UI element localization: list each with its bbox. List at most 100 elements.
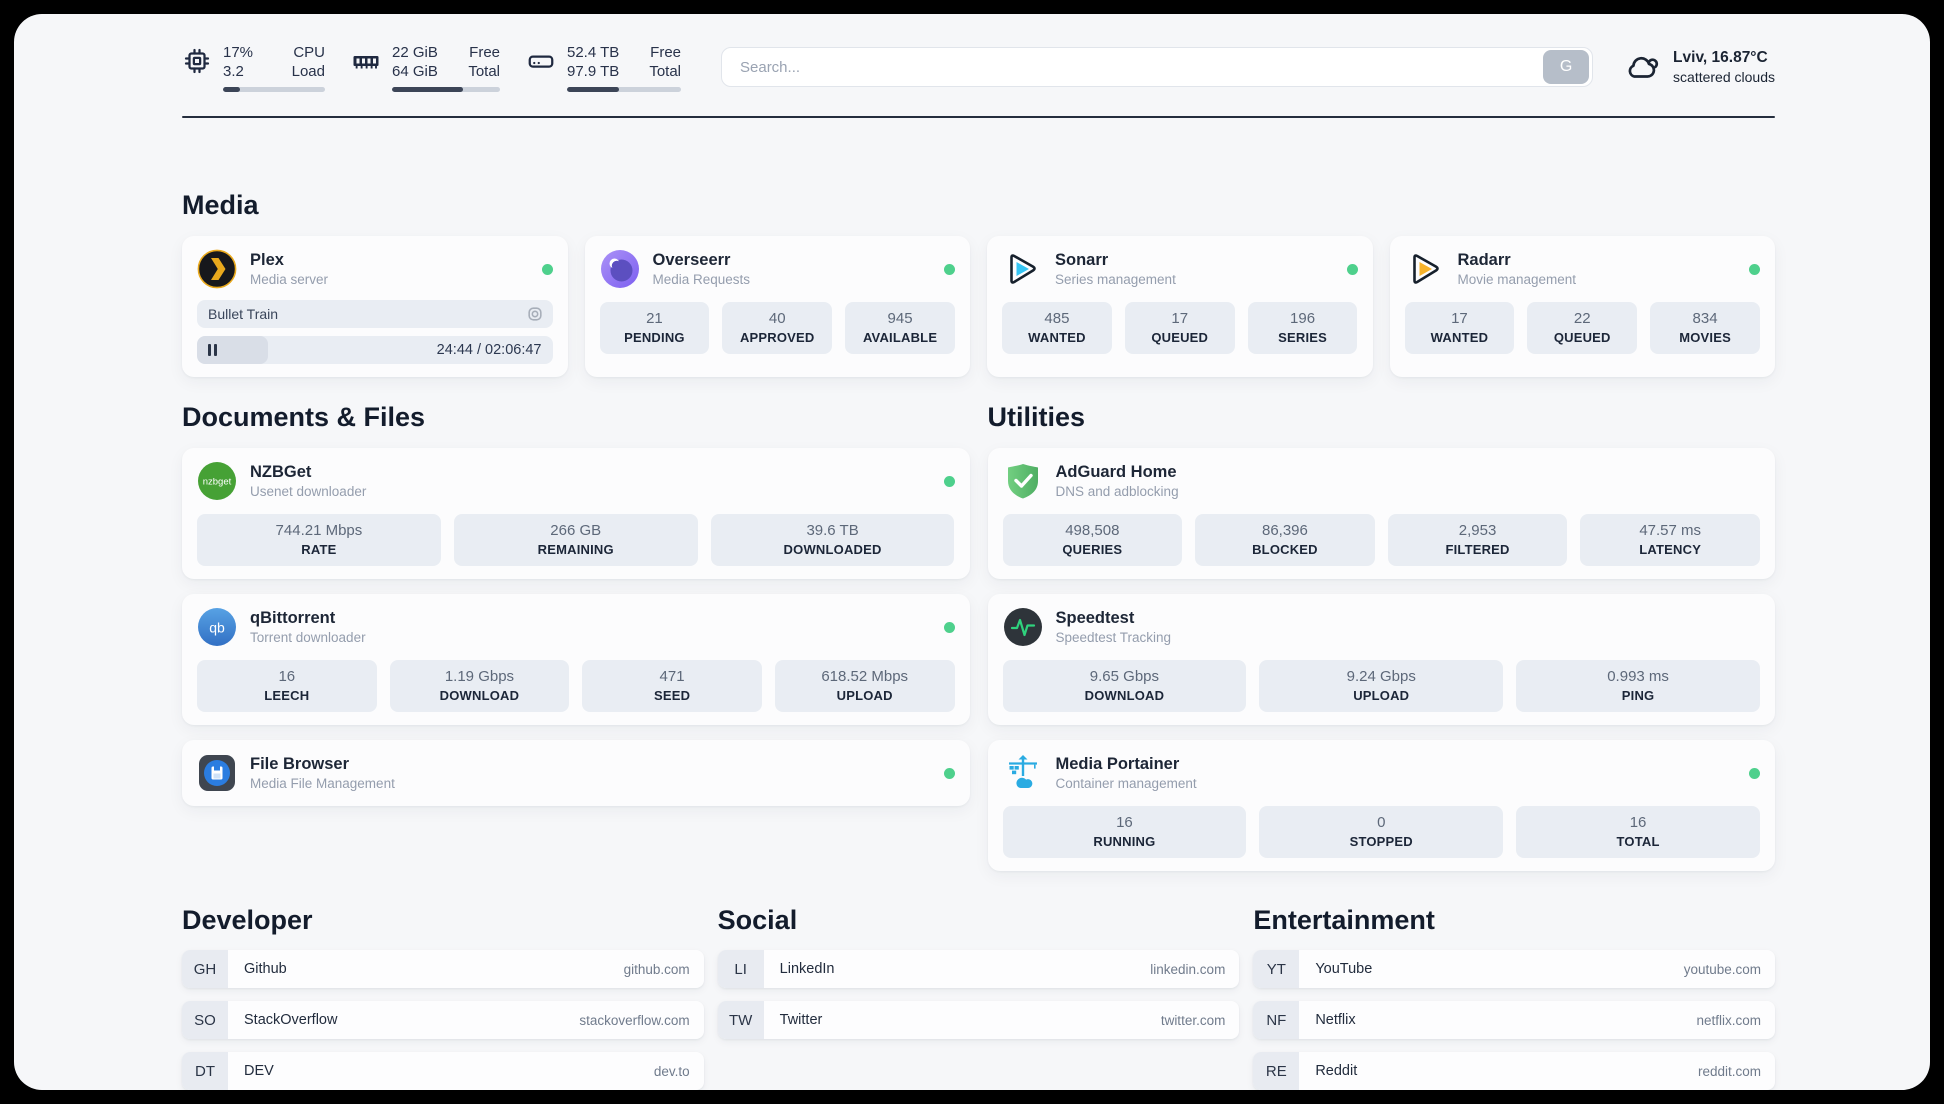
bookmark-url: reddit.com xyxy=(1697,1063,1761,1079)
app-tile-speedtest[interactable]: Speedtest Speedtest Tracking xyxy=(1003,607,1761,647)
stat-box: 0 STOPPED xyxy=(1259,806,1504,858)
stat-box: 618.52 Mbps UPLOAD xyxy=(774,660,955,712)
dashboard-page: 17% 3.2 CPU Load xyxy=(14,14,1930,1090)
playback-progress: 24:44 / 02:06:47 xyxy=(197,336,553,364)
app-name: Overseerr xyxy=(652,250,731,269)
app-tile-nzbget[interactable]: nzbget NZBGet Usenet downloader xyxy=(197,461,955,501)
app-subtitle: Media File Management xyxy=(250,776,395,792)
app-tile-radarr[interactable]: Radarr Movie management xyxy=(1405,249,1760,289)
card-qbittorrent: qb qBittorrent Torrent downloader 16 LEEC… xyxy=(182,594,970,725)
weather-widget: Lviv, 16.87°C scattered clouds xyxy=(1623,48,1775,86)
search-input[interactable] xyxy=(738,57,1544,77)
card-nzbget: nzbget NZBGet Usenet downloader 744.21 M… xyxy=(182,448,970,579)
app-name: Media Portainer xyxy=(1055,754,1180,773)
bookmark-linkedin[interactable]: LI LinkedIn linkedin.com xyxy=(717,950,1240,988)
weather-condition: scattered clouds xyxy=(1673,69,1775,85)
app-name: AdGuard Home xyxy=(1055,462,1177,481)
bookmark-url: netflix.com xyxy=(1696,1012,1761,1028)
search-engine-button[interactable]: G xyxy=(1543,50,1590,84)
cloud-icon xyxy=(1628,56,1659,78)
qbittorrent-icon: qb xyxy=(198,608,236,646)
section-entertainment: Entertainment YT YouTube youtube.com NF … xyxy=(1253,905,1775,1090)
bookmark-badge: DT xyxy=(182,1052,228,1090)
bookmark-badge: GH xyxy=(182,950,228,988)
app-tile-qbittorrent[interactable]: qb qBittorrent Torrent downloader xyxy=(197,607,955,647)
stat-box: 16 LEECH xyxy=(197,660,377,712)
stat-box: 47.57 ms LATENCY xyxy=(1580,514,1760,566)
bookmark-name: Netflix xyxy=(1315,1012,1356,1028)
bookmark-twitter[interactable]: TW Twitter twitter.com xyxy=(717,1001,1240,1039)
speedtest-icon xyxy=(1003,608,1042,646)
stat-box: 17 WANTED xyxy=(1404,302,1515,354)
app-subtitle: Movie management xyxy=(1457,272,1577,288)
pause-icon xyxy=(208,336,217,364)
portainer-icon xyxy=(1008,755,1037,788)
memory-free-label: Free xyxy=(469,43,500,61)
app-tile-plex[interactable]: Plex Media server xyxy=(197,249,553,289)
status-dot xyxy=(1346,263,1358,275)
stat-box: 9.24 Gbps UPLOAD xyxy=(1259,660,1504,712)
bookmark-name: Reddit xyxy=(1315,1063,1358,1079)
app-tile-adguard[interactable]: AdGuard Home DNS and adblocking xyxy=(1003,461,1761,501)
bookmark-netflix[interactable]: NF Netflix netflix.com xyxy=(1253,1001,1775,1039)
bookmark-url: youtube.com xyxy=(1683,961,1761,977)
app-tile-overseerr[interactable]: Overseerr Media Requests xyxy=(600,249,955,289)
bookmark-badge: TW xyxy=(717,1001,764,1039)
section-title-social: Social xyxy=(717,905,798,935)
bookmark-badge: YT xyxy=(1253,950,1300,988)
bookmark-github[interactable]: GH Github github.com xyxy=(182,950,704,988)
stat-box: 471 SEED xyxy=(582,660,762,712)
app-tile-sonarr[interactable]: Sonarr Series management xyxy=(1002,249,1358,289)
app-tile-filebrowser[interactable]: File Browser Media File Management xyxy=(197,753,955,793)
app-subtitle: DNS and adblocking xyxy=(1055,484,1179,500)
section-title-media: Media xyxy=(182,190,259,220)
app-subtitle: Speedtest Tracking xyxy=(1055,630,1172,646)
app-tile-portainer[interactable]: Media Portainer Container management xyxy=(1003,753,1760,793)
status-dot xyxy=(1749,263,1760,275)
bookmark-name: Twitter xyxy=(779,1012,823,1028)
bookmark-url: stackoverflow.com xyxy=(579,1012,690,1028)
app-subtitle: Torrent downloader xyxy=(250,630,366,646)
stat-box: 21 PENDING xyxy=(599,302,710,354)
status-dot xyxy=(943,475,955,487)
cpu-load-value: 3.2 xyxy=(223,63,244,80)
search-bar: G xyxy=(721,47,1594,87)
bookmark-reddit[interactable]: RE Reddit reddit.com xyxy=(1253,1052,1775,1090)
bookmark-name: Github xyxy=(244,961,287,977)
app-name: Speedtest xyxy=(1055,608,1135,627)
stat-box: 1.19 Gbps DOWNLOAD xyxy=(389,660,570,712)
memory-total-value: 64 GiB xyxy=(392,63,438,80)
card-speedtest: Speedtest Speedtest Tracking 9.65 Gbps DO… xyxy=(987,594,1775,725)
memory-widget: 22 GiB 64 GiB Free Total xyxy=(351,43,500,92)
bookmark-dev[interactable]: DT DEV dev.to xyxy=(182,1052,704,1090)
stat-box: 485 WANTED xyxy=(1002,302,1112,354)
header-divider xyxy=(182,116,1775,118)
sonarr-icon xyxy=(1010,254,1036,284)
adguard-icon xyxy=(1007,464,1038,499)
svg-text:qb: qb xyxy=(209,620,225,636)
storage-free-label: Free xyxy=(650,43,681,61)
nzbget-icon: nzbget xyxy=(198,462,236,500)
section-social: Social LI LinkedIn linkedin.com TW Twitt… xyxy=(717,905,1240,1090)
stat-box: 17 QUEUED xyxy=(1124,302,1235,354)
plex-icon xyxy=(197,249,237,289)
card-adguard: AdGuard Home DNS and adblocking 498,508 Q… xyxy=(987,448,1775,579)
bookmark-stackoverflow[interactable]: SO StackOverflow stackoverflow.com xyxy=(182,1001,704,1039)
storage-total-value: 97.9 TB xyxy=(567,63,620,80)
ram-icon xyxy=(353,55,379,68)
bookmark-url: twitter.com xyxy=(1160,1012,1226,1028)
cpu-progress xyxy=(223,86,325,92)
stat-box: 498,508 QUERIES xyxy=(1002,514,1183,566)
stat-box: 2,953 FILTERED xyxy=(1387,514,1568,566)
bookmark-badge: SO xyxy=(182,1001,228,1039)
stat-box: 16 TOTAL xyxy=(1516,806,1760,858)
memory-progress xyxy=(392,86,500,92)
bookmark-name: StackOverflow xyxy=(244,1012,338,1028)
stat-box: 196 SERIES xyxy=(1247,302,1358,354)
bookmark-youtube[interactable]: YT YouTube youtube.com xyxy=(1253,950,1775,988)
playback-time: 24:44 / 02:06:47 xyxy=(436,342,542,358)
now-playing-title: Bullet Train xyxy=(208,306,279,322)
card-sonarr: Sonarr Series management 485 WANTED 17 QUE… xyxy=(987,236,1373,377)
bookmark-name: DEV xyxy=(244,1063,274,1079)
radarr-icon xyxy=(1412,254,1439,284)
